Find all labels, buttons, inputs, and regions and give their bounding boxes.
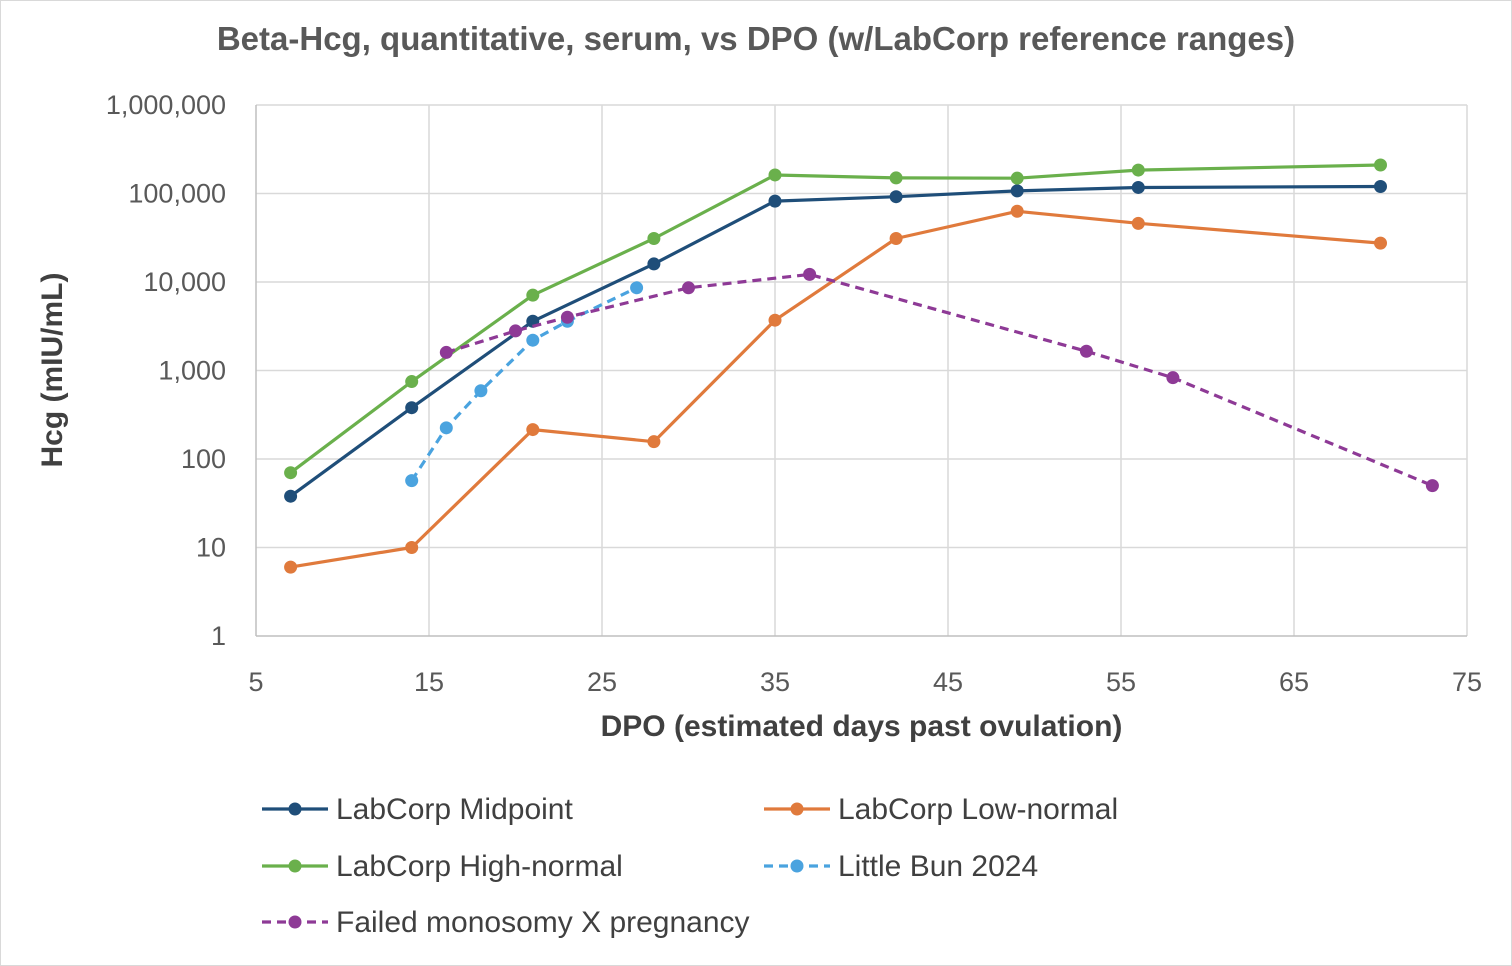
series-3 (405, 281, 644, 488)
data-point (405, 375, 419, 389)
x-tick-label: 45 (933, 667, 963, 697)
data-point (284, 489, 298, 503)
y-tick-label: 10,000 (143, 267, 226, 297)
data-point (768, 194, 782, 208)
data-point (1131, 180, 1145, 194)
data-point (647, 232, 661, 246)
legend-swatch (764, 859, 830, 873)
series-line (289, 163, 1381, 474)
x-tick-label: 5 (248, 667, 263, 697)
series-line (445, 272, 1434, 488)
data-point (526, 423, 540, 437)
x-tick-label: 75 (1452, 667, 1482, 697)
y-tick-label: 1,000,000 (106, 90, 226, 120)
data-point (768, 313, 782, 327)
data-point (889, 232, 903, 246)
data-point (1079, 344, 1093, 358)
data-point (405, 474, 419, 488)
x-tick-label: 35 (760, 667, 790, 697)
data-point (439, 345, 453, 359)
data-point (1374, 179, 1387, 193)
data-point (803, 267, 817, 281)
data-point (439, 421, 453, 435)
y-tick-label: 1,000 (158, 356, 226, 386)
y-tick-label: 10 (196, 533, 226, 563)
data-point (1425, 479, 1439, 493)
legend-label: LabCorp High-normal (336, 850, 623, 883)
data-point (526, 288, 540, 302)
legend-swatch (262, 915, 328, 929)
legend-swatch (764, 802, 830, 816)
x-tick-label: 65 (1279, 667, 1309, 697)
y-tick-label: 100 (181, 444, 226, 474)
series-0 (284, 179, 1387, 503)
series-line (410, 286, 638, 482)
legend-label: Little Bun 2024 (838, 850, 1039, 883)
data-point (889, 171, 903, 185)
data-point (526, 333, 540, 347)
x-axis-label: DPO (estimated days past ovulation) (600, 710, 1123, 743)
series-1 (284, 204, 1387, 574)
data-point (1010, 171, 1024, 185)
data-point (284, 560, 298, 574)
chart-title: Beta-Hcg, quantitative, serum, vs DPO (w… (216, 20, 1296, 57)
data-point (405, 401, 419, 415)
data-point (647, 435, 661, 449)
data-point (1131, 163, 1145, 177)
data-point (682, 281, 695, 295)
data-point (768, 168, 782, 182)
x-tick-label: 15 (414, 667, 444, 697)
data-point (889, 190, 903, 204)
data-point (647, 257, 661, 271)
data-point (1374, 236, 1387, 250)
series-4 (439, 267, 1439, 493)
data-point (474, 384, 488, 398)
data-point (405, 541, 419, 554)
legend-swatch (262, 859, 328, 873)
series-line (289, 184, 1381, 498)
legend-label: LabCorp Midpoint (336, 793, 573, 826)
data-point (509, 324, 522, 338)
x-tick-label: 55 (1106, 667, 1136, 697)
y-tick-label: 100,000 (128, 179, 226, 209)
data-point (630, 281, 644, 295)
legend-swatch (262, 802, 328, 816)
data-point (1166, 371, 1180, 385)
legend-label: Failed monosomy X pregnancy (336, 906, 750, 939)
x-tick-label: 25 (587, 667, 617, 697)
data-point (284, 466, 298, 480)
y-tick-label: 1 (211, 621, 226, 651)
data-point (1131, 216, 1145, 230)
data-point (1010, 184, 1024, 198)
legend-label: LabCorp Low-normal (838, 793, 1119, 826)
data-point (560, 310, 574, 324)
data-point (1010, 204, 1024, 218)
series-line (290, 209, 1381, 569)
data-point (1374, 158, 1387, 172)
